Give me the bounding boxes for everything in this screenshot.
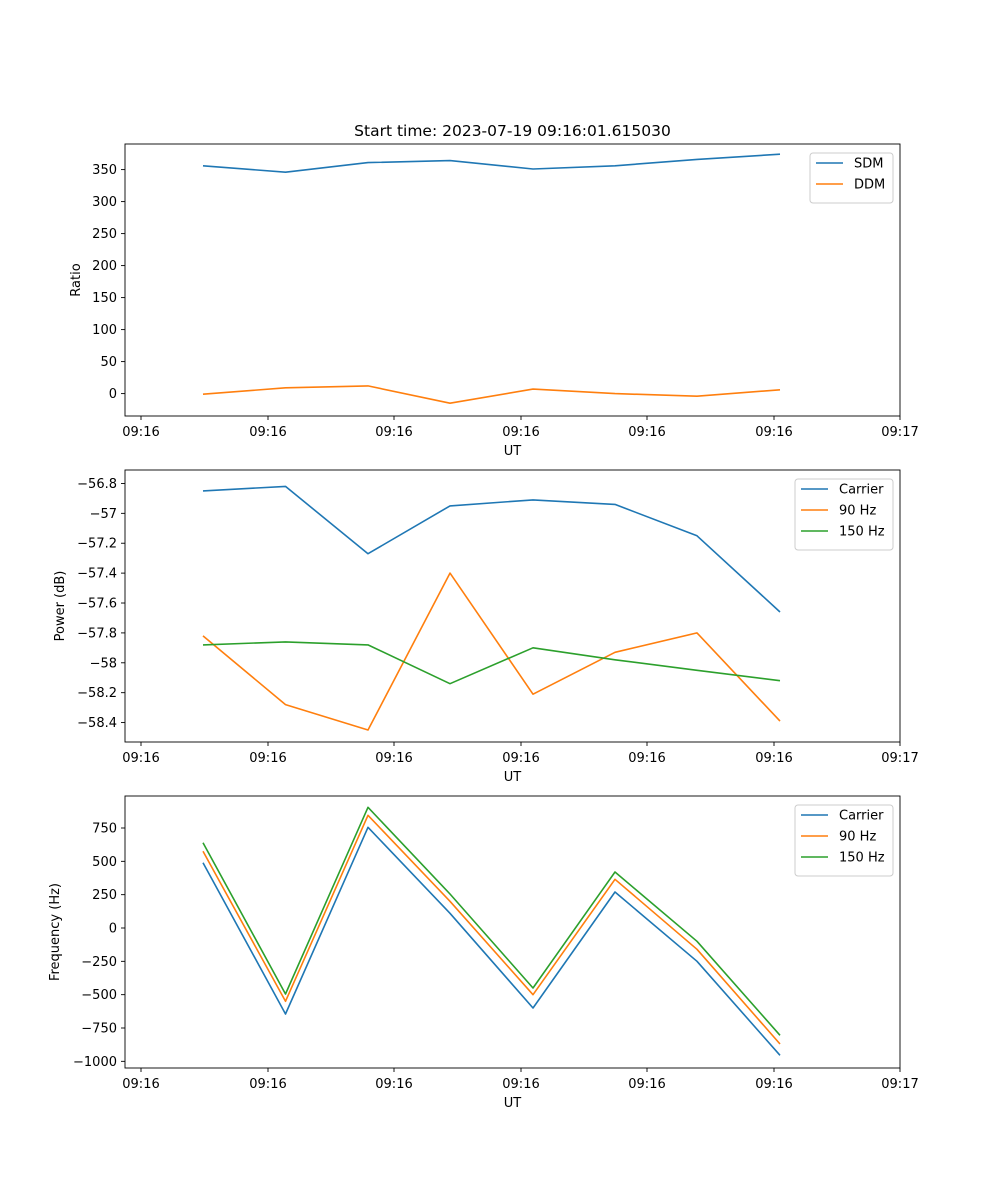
legend-label: 90 Hz xyxy=(839,504,876,519)
y-tick-label: −57.6 xyxy=(77,597,117,612)
x-axis-label: UT xyxy=(504,1096,522,1111)
series-line-sdm xyxy=(202,153,781,173)
x-tick-label: 09:16 xyxy=(755,1077,792,1092)
series-line-90-hz xyxy=(202,814,781,1045)
x-tick-label: 09:16 xyxy=(502,751,539,766)
x-tick-label: 09:16 xyxy=(375,1077,412,1092)
ratio-panel: 09:16 09:16 09:16 09:16 09:16 09:16 09:17 0 50 10… xyxy=(69,122,919,459)
series-line-150-hz xyxy=(202,641,781,685)
y-tick-label: 250 xyxy=(92,888,117,903)
x-axis-label: UT xyxy=(504,444,522,459)
x-tick-label: 09:16 xyxy=(628,1077,665,1092)
y-tick-label: −56.8 xyxy=(77,477,117,492)
x-tick-label: 09:16 xyxy=(375,425,412,440)
x-tick-label: 09:16 xyxy=(122,751,159,766)
x-tick-label: 09:16 xyxy=(502,425,539,440)
legend-label: 90 Hz xyxy=(839,830,876,845)
y-tick-label: −750 xyxy=(81,1022,117,1037)
x-tick-label: 09:16 xyxy=(122,1077,159,1092)
axes-frame xyxy=(124,143,901,417)
chart-title: Start time: 2023-07-19 09:16:01.615030 xyxy=(354,122,671,140)
y-tick-label: −57.4 xyxy=(77,567,117,582)
series-line-ddm xyxy=(202,385,781,405)
y-tick-label: 0 xyxy=(109,922,117,937)
axes-frame xyxy=(124,469,901,743)
legend-box xyxy=(794,804,894,877)
y-tick-label: −58.2 xyxy=(77,686,117,701)
legend-label: SDM xyxy=(854,157,883,172)
y-axis-label: Power (dB) xyxy=(53,571,68,642)
y-tick-label: 250 xyxy=(92,227,117,242)
y-tick-label: −57.8 xyxy=(77,626,117,641)
y-tick-label: 750 xyxy=(92,822,117,837)
y-tick-label: −500 xyxy=(81,988,117,1003)
y-tick-label: −1000 xyxy=(73,1055,117,1070)
legend-label: 150 Hz xyxy=(839,525,885,540)
y-tick-label: 300 xyxy=(92,195,117,210)
x-tick-label: 09:16 xyxy=(122,425,159,440)
x-tick-label: 09:17 xyxy=(881,751,918,766)
x-tick-label: 09:16 xyxy=(502,1077,539,1092)
x-tick-label: 09:16 xyxy=(249,1077,286,1092)
x-tick-label: 09:16 xyxy=(249,425,286,440)
y-tick-label: −58 xyxy=(90,656,117,671)
x-tick-label: 09:16 xyxy=(628,425,665,440)
y-tick-label: −57 xyxy=(90,507,117,522)
legend-box xyxy=(794,478,894,551)
legend-label: Carrier xyxy=(839,483,884,498)
power-panel: 09:16 09:16 09:16 09:16 09:16 09:16 09:17 −58.4… xyxy=(53,469,919,785)
legend-label: 150 Hz xyxy=(839,851,885,866)
y-tick-label: 150 xyxy=(92,291,117,306)
series-line-carrier xyxy=(202,826,781,1056)
x-tick-label: 09:17 xyxy=(881,425,918,440)
frequency-panel: 09:16 09:16 09:16 09:16 09:16 09:16 09:17 −1000… xyxy=(48,795,919,1111)
x-tick-label: 09:17 xyxy=(881,1077,918,1092)
series-line-carrier xyxy=(202,485,781,613)
y-tick-label: 0 xyxy=(109,387,117,402)
y-tick-label: 500 xyxy=(92,855,117,870)
x-tick-label: 09:16 xyxy=(249,751,286,766)
y-tick-label: 50 xyxy=(100,355,117,370)
y-tick-label: −58.4 xyxy=(77,716,117,731)
y-tick-label: 100 xyxy=(92,323,117,338)
y-axis-label: Ratio xyxy=(69,263,84,296)
series-line-150-hz xyxy=(202,806,781,1036)
axes-frame xyxy=(124,795,901,1069)
series-line-90-hz xyxy=(202,572,781,731)
y-tick-label: 350 xyxy=(92,163,117,178)
y-tick-label: 200 xyxy=(92,259,117,274)
y-axis-label: Frequency (Hz) xyxy=(48,883,63,981)
x-tick-label: 09:16 xyxy=(755,425,792,440)
x-tick-label: 09:16 xyxy=(755,751,792,766)
x-axis-label: UT xyxy=(504,770,522,785)
legend-label: Carrier xyxy=(839,809,884,824)
legend-box xyxy=(809,152,894,204)
x-tick-label: 09:16 xyxy=(628,751,665,766)
x-tick-label: 09:16 xyxy=(375,751,412,766)
y-tick-label: −250 xyxy=(81,955,117,970)
y-tick-label: −57.2 xyxy=(77,537,117,552)
legend-label: DDM xyxy=(854,178,885,193)
